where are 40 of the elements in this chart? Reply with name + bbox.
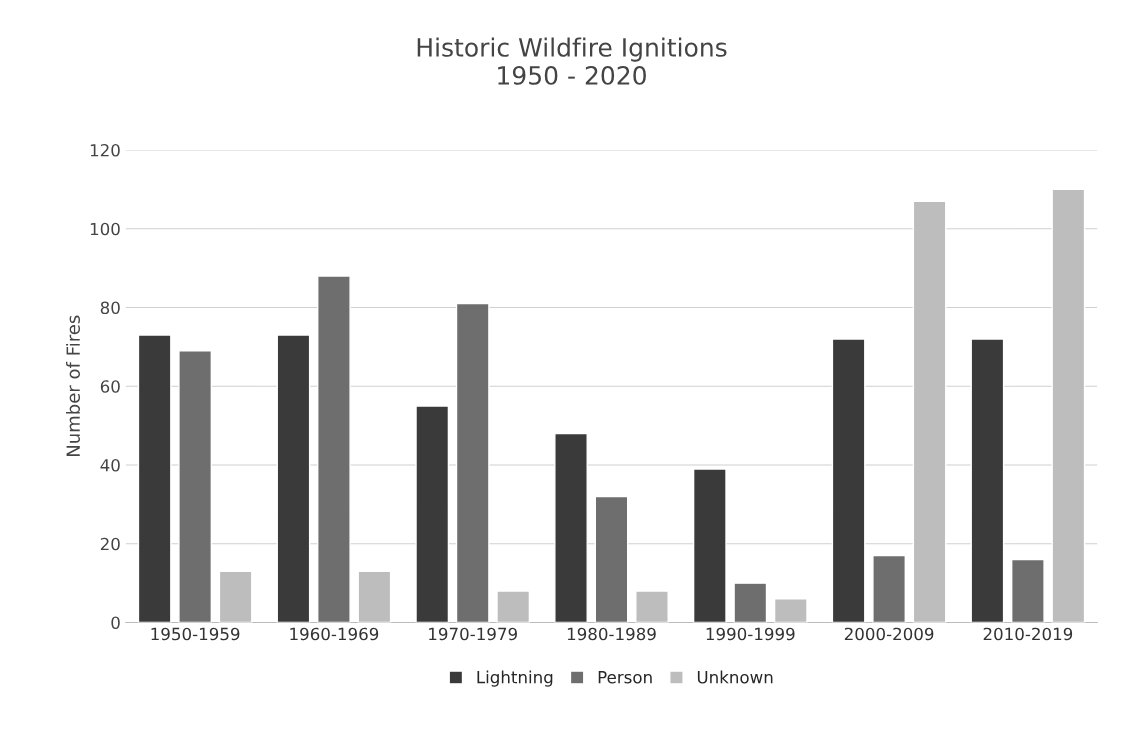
- x-tick-label: 1990-1999: [706, 627, 795, 641]
- chart-title: Historic Wildfire Ignitions 1950 - 2020: [417, 37, 727, 85]
- bar: [276, 334, 311, 623]
- bar: [357, 570, 392, 623]
- bar: [415, 405, 450, 623]
- bar: [773, 598, 808, 623]
- y-tick-label: 120: [90, 143, 120, 157]
- bar: [455, 302, 490, 623]
- y-tick-label: 100: [90, 222, 120, 236]
- bar: [554, 432, 588, 623]
- legend-label: Person: [598, 671, 652, 684]
- x-tick-label: 2010-2019: [983, 627, 1073, 641]
- bar: [1010, 558, 1045, 623]
- bar: [692, 468, 727, 623]
- bar: [137, 334, 172, 623]
- x-tick-label: 1980-1989: [567, 627, 656, 641]
- bar: [1051, 188, 1086, 623]
- y-tick-label: 60: [100, 380, 120, 393]
- bar: [872, 554, 906, 623]
- y-axis-title: Number of Fires: [66, 315, 80, 456]
- y-tick-label: 20: [100, 537, 120, 551]
- bar: [178, 350, 213, 623]
- bar: [635, 590, 669, 623]
- y-tick-label: 0: [111, 616, 120, 630]
- y-tick-label: 40: [100, 458, 120, 472]
- x-tick-label: 2000-2009: [844, 627, 934, 641]
- bar: [218, 570, 253, 623]
- x-tick-label: 1960-1969: [290, 627, 379, 641]
- legend-label: Unknown: [697, 670, 773, 684]
- legend-label: Lightning: [477, 670, 553, 687]
- bar: [317, 275, 351, 623]
- y-tick-label: 80: [100, 301, 120, 315]
- x-tick-label: 1950-1959: [151, 627, 240, 641]
- bar: [594, 495, 629, 623]
- bar: [831, 338, 866, 623]
- x-tick-label: 1970-1979: [429, 627, 517, 641]
- bar: [733, 582, 768, 623]
- bar: [496, 590, 531, 623]
- bar: [970, 338, 1005, 623]
- bar: [912, 200, 947, 623]
